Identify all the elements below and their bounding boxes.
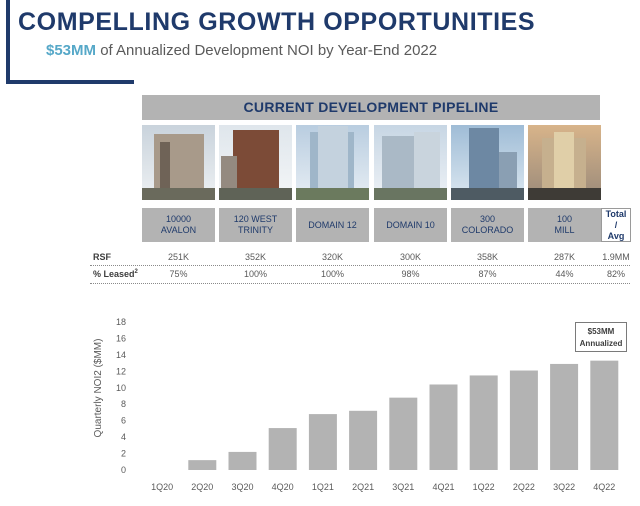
property-name-line: 300	[479, 214, 495, 224]
bar-2Q22	[509, 370, 538, 470]
total-header-line: Total /	[605, 208, 627, 230]
rsf-value: 300K	[399, 252, 422, 262]
leased-value: 87%	[478, 269, 497, 279]
x-tick-label: 3Q20	[231, 482, 253, 492]
bar-3Q22	[550, 363, 579, 470]
subtitle-text: of Annualized Development NOI by Year-En…	[96, 42, 438, 59]
x-tick-label: 2Q21	[352, 482, 374, 492]
leased-value: 44%	[555, 269, 574, 279]
leased-value: 98%	[401, 269, 420, 279]
y-tick-label: 0	[121, 465, 126, 475]
page-title: COMPELLING GROWTH OPPORTUNITIES	[18, 8, 536, 36]
property-photo-domain-12	[296, 125, 369, 200]
y-tick-label: 8	[121, 399, 126, 409]
rsf-total: 1.9MM	[602, 252, 630, 262]
leased-value: 100%	[243, 269, 268, 279]
total-avg-header: Total / Avg	[601, 208, 631, 242]
x-tick-label: 1Q22	[473, 482, 495, 492]
rsf-value: 320K	[321, 252, 344, 262]
row-divider	[90, 265, 630, 266]
property-name-100-mill: 100 MILL	[528, 208, 601, 242]
x-tick-label: 1Q21	[312, 482, 334, 492]
property-name-120-west-trinity: 120 WEST TRINITY	[219, 208, 292, 242]
property-photo-domain-10	[374, 125, 447, 200]
property-name-line: MILL	[554, 225, 575, 235]
annualized-callout: $53MM Annualized	[575, 322, 627, 352]
rsf-value: 287K	[553, 252, 576, 262]
row-divider	[90, 283, 630, 284]
x-tick-label: 2Q20	[191, 482, 213, 492]
property-name-line: 120 WEST	[233, 214, 278, 224]
rsf-value: 358K	[476, 252, 499, 262]
rsf-value: 251K	[167, 252, 190, 262]
property-photo-100-mill	[528, 125, 601, 200]
bar-3Q20	[228, 451, 257, 470]
x-tick-label: 3Q22	[553, 482, 575, 492]
y-tick-label: 16	[116, 333, 126, 343]
x-tick-label: 3Q21	[392, 482, 414, 492]
y-axis-label: Quarterly NOI2 ($MM)	[93, 338, 104, 438]
bar-3Q21	[389, 397, 418, 470]
y-tick-label: 10	[116, 383, 126, 393]
rsf-row-label: RSF	[93, 252, 111, 262]
x-tick-label: 1Q20	[151, 482, 173, 492]
y-tick-label: 6	[121, 416, 126, 426]
x-tick-label: 4Q22	[593, 482, 615, 492]
property-name-line: AVALON	[160, 225, 197, 235]
leased-value: 100%	[320, 269, 345, 279]
property-photo-10000-avalon	[142, 125, 215, 200]
bar-1Q21	[308, 414, 337, 470]
property-name-line: 10000	[165, 214, 192, 224]
property-name-line: DOMAIN 10	[386, 219, 435, 230]
property-name-line: DOMAIN 12	[308, 219, 357, 230]
x-tick-label: 4Q20	[272, 482, 294, 492]
leased-footnote: 2	[134, 269, 138, 275]
property-name-line: COLORADO	[461, 225, 514, 235]
property-name-300-colorado: 300 COLORADO	[451, 208, 524, 242]
property-photo-300-colorado	[451, 125, 524, 200]
leased-row-label: % Leased2	[93, 269, 138, 279]
rsf-value: 352K	[244, 252, 267, 262]
property-name-domain-10: DOMAIN 10	[374, 208, 447, 242]
x-tick-label: 4Q21	[432, 482, 454, 492]
bar-4Q21	[429, 384, 458, 470]
y-tick-label: 12	[116, 366, 126, 376]
property-name-line: TRINITY	[237, 225, 273, 235]
leased-value: 75%	[169, 269, 188, 279]
bar-2Q21	[349, 410, 378, 470]
property-photo-120-west-trinity	[219, 125, 292, 200]
total-header-line: Avg	[607, 230, 625, 241]
x-tick-label: 2Q22	[513, 482, 535, 492]
leased-label-text: % Leased	[93, 269, 135, 279]
y-tick-label: 18	[116, 317, 126, 327]
title-bracket-horizontal	[6, 80, 134, 84]
callout-label: Annualized	[579, 339, 623, 348]
property-name-line: 100	[556, 214, 572, 224]
bar-4Q20	[268, 428, 297, 470]
property-name-10000-avalon: 10000 AVALON	[142, 208, 215, 242]
y-tick-label: 4	[121, 432, 126, 442]
bar-4Q22	[590, 360, 619, 470]
bar-2Q20	[188, 460, 217, 470]
page-subtitle: $53MM of Annualized Development NOI by Y…	[46, 42, 437, 59]
pipeline-heading: CURRENT DEVELOPMENT PIPELINE	[142, 95, 600, 120]
property-name-domain-12: DOMAIN 12	[296, 208, 369, 242]
leased-total: 82%	[606, 269, 625, 279]
y-tick-label: 14	[116, 350, 126, 360]
title-bracket-vertical	[6, 0, 10, 84]
bar-1Q22	[469, 375, 498, 470]
y-tick-label: 2	[121, 449, 126, 459]
callout-value: $53MM	[587, 327, 615, 336]
subtitle-accent: $53MM	[46, 42, 97, 59]
